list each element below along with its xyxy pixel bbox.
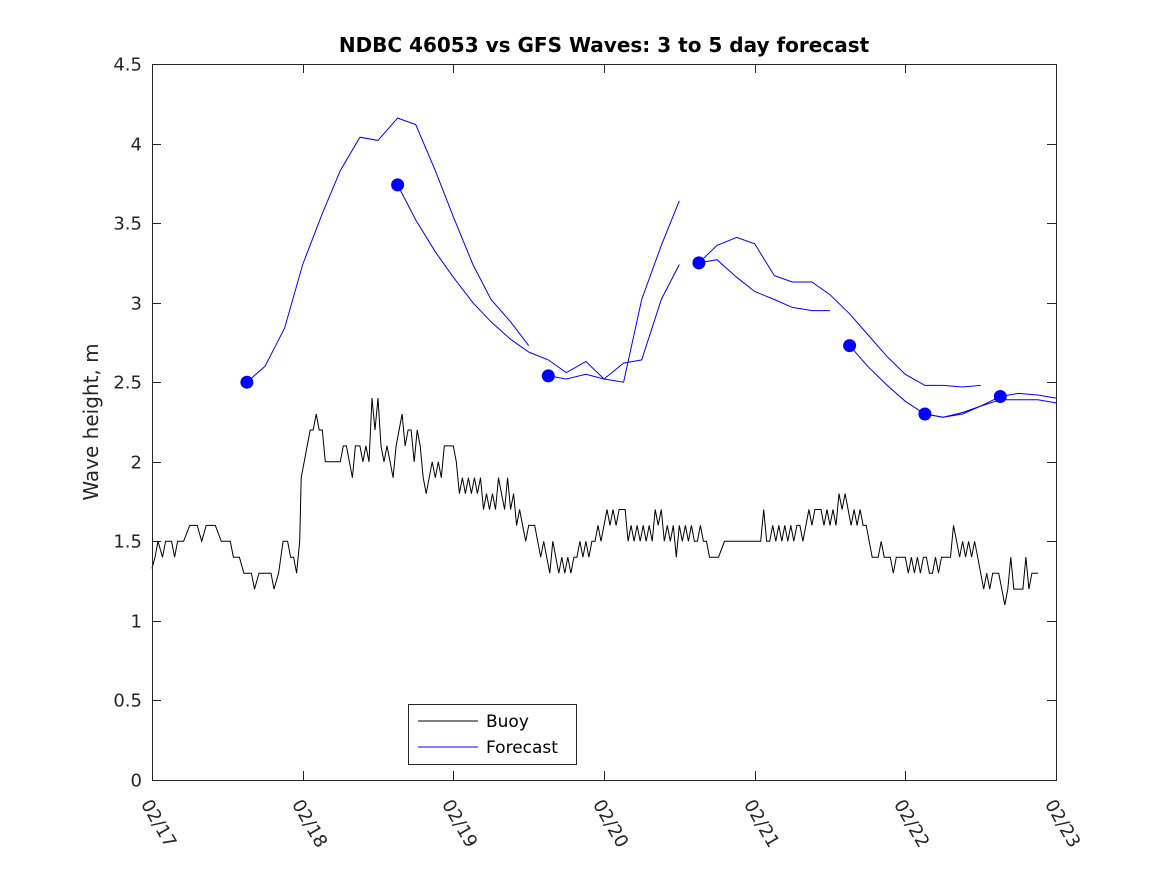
- legend-label-buoy: Buoy: [486, 712, 529, 732]
- buoy-series: [151, 398, 1038, 606]
- forecast-markers: [240, 178, 1007, 421]
- forecast-start-marker-6: [918, 407, 932, 421]
- forecast-start-marker-3: [541, 369, 555, 383]
- legend: Buoy Forecast: [408, 704, 577, 765]
- y-tick-label: 3.5: [113, 214, 142, 235]
- forecast-line-2: [397, 184, 680, 380]
- plot-area: [152, 64, 1056, 780]
- forecast-line-7: [924, 392, 1057, 418]
- forecast-start-marker-7: [993, 390, 1007, 403]
- legend-box: [408, 704, 577, 765]
- chart-title: NDBC 46053 vs GFS Waves: 3 to 5 day fore…: [339, 33, 870, 57]
- y-axis-label: Wave height, m: [79, 343, 103, 500]
- y-tick-label: 0: [131, 771, 142, 792]
- y-tick-label: 4.5: [113, 55, 142, 76]
- forecast-series: [246, 117, 1057, 418]
- legend-label-forecast: Forecast: [486, 738, 558, 758]
- forecast-start-marker-1: [240, 375, 254, 389]
- forecast-line-3: [548, 200, 680, 383]
- y-tick-label: 2: [131, 453, 142, 474]
- y-tick-label: 0.5: [113, 691, 142, 712]
- forecast-line-6: [849, 345, 1057, 418]
- forecast-line-1: [246, 117, 530, 383]
- y-tick-label: 1.5: [113, 532, 142, 553]
- y-tick-label: 3: [131, 294, 142, 315]
- forecast-line-5: [698, 236, 981, 388]
- y-tick-label: 1: [131, 612, 142, 633]
- y-tick-label: 2.5: [113, 373, 142, 394]
- buoy-line: [151, 398, 1038, 606]
- axes-frame: [152, 64, 1057, 781]
- forecast-start-marker-5: [843, 339, 857, 353]
- forecast-start-marker-2: [391, 178, 405, 192]
- y-tick-label: 4: [131, 135, 142, 156]
- forecast-start-marker-4: [692, 256, 706, 270]
- forecast-line-4: [698, 259, 830, 312]
